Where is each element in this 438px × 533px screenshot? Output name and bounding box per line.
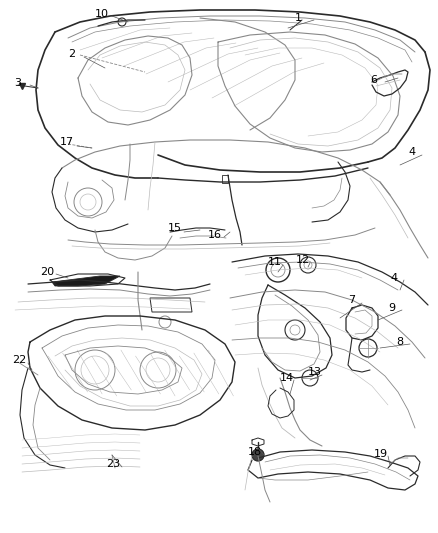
Text: 22: 22 (12, 355, 26, 365)
Circle shape (252, 449, 264, 461)
Text: 15: 15 (168, 223, 182, 233)
Text: 17: 17 (60, 137, 74, 147)
Text: 8: 8 (396, 337, 403, 347)
Text: 12: 12 (296, 255, 310, 265)
Text: 16: 16 (208, 230, 222, 240)
Polygon shape (52, 276, 120, 286)
Text: 3: 3 (14, 78, 21, 88)
Text: 23: 23 (106, 459, 120, 469)
Text: 4: 4 (390, 273, 397, 283)
Text: 18: 18 (248, 447, 262, 457)
Text: 1: 1 (295, 13, 302, 23)
Text: 2: 2 (68, 49, 75, 59)
Text: 20: 20 (40, 267, 54, 277)
Text: 4: 4 (408, 147, 415, 157)
Text: 7: 7 (348, 295, 355, 305)
Text: 19: 19 (374, 449, 388, 459)
Text: 9: 9 (388, 303, 395, 313)
Text: 11: 11 (268, 257, 282, 267)
Text: 14: 14 (280, 373, 294, 383)
Text: 6: 6 (370, 75, 377, 85)
Text: 10: 10 (95, 9, 109, 19)
Polygon shape (150, 298, 192, 312)
Text: 13: 13 (308, 367, 322, 377)
